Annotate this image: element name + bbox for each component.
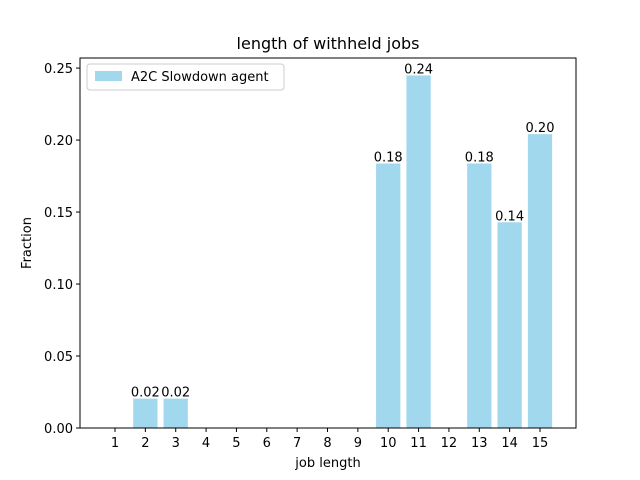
data-label-13: 0.18 — [465, 151, 494, 166]
data-labels-group: 0.02 0.02 0.18 0.24 0.18 0.14 0.20 — [131, 62, 555, 400]
bar-14 — [497, 222, 522, 428]
data-label-2: 0.02 — [131, 386, 160, 401]
y-tick-label-2: 0.10 — [44, 278, 73, 293]
x-tick-label-13: 13 — [471, 436, 488, 451]
legend-entry-label: A2C Slowdown agent — [131, 70, 269, 85]
y-tick-label-4: 0.20 — [44, 134, 73, 149]
y-tick-label-1: 0.05 — [44, 350, 73, 365]
x-tick-label-3: 3 — [172, 436, 180, 451]
bars-group — [133, 75, 553, 429]
data-label-3: 0.02 — [161, 386, 190, 401]
y-tick-label-0: 0.00 — [44, 422, 73, 437]
x-tick-label-1: 1 — [111, 436, 119, 451]
x-axis-label: job length — [294, 456, 360, 471]
x-tick-label-4: 4 — [202, 436, 210, 451]
chart-title: length of withheld jobs — [237, 34, 420, 53]
x-tick-label-8: 8 — [323, 436, 331, 451]
x-tick-label-6: 6 — [263, 436, 271, 451]
y-tick-label-3: 0.15 — [44, 206, 73, 221]
legend: A2C Slowdown agent — [86, 63, 285, 91]
bar-2 — [133, 398, 158, 428]
y-tick-label-5: 0.25 — [44, 62, 73, 77]
x-tick-label-10: 10 — [380, 436, 397, 451]
bar-11 — [406, 75, 431, 429]
legend-swatch — [95, 71, 122, 81]
x-tick-label-9: 9 — [354, 436, 362, 451]
x-axis-ticks: 1 2 3 4 5 6 7 8 9 10 11 12 13 14 15 — [111, 428, 548, 451]
bar-3 — [163, 398, 188, 428]
bar-15 — [527, 134, 553, 428]
x-tick-label-12: 12 — [441, 436, 458, 451]
bar-10 — [376, 163, 401, 429]
x-tick-label-14: 14 — [501, 436, 518, 451]
x-tick-label-5: 5 — [232, 436, 240, 451]
data-label-11: 0.24 — [404, 62, 433, 77]
x-tick-label-2: 2 — [141, 436, 149, 451]
x-tick-label-11: 11 — [410, 436, 427, 451]
x-tick-label-15: 15 — [532, 436, 549, 451]
data-label-10: 0.18 — [374, 151, 403, 166]
bar-13 — [467, 163, 492, 429]
data-label-15: 0.20 — [526, 121, 555, 136]
data-label-14: 0.14 — [495, 209, 524, 224]
y-axis-ticks: 0.00 0.05 0.10 0.15 0.20 0.25 — [44, 62, 80, 437]
x-tick-label-7: 7 — [293, 436, 301, 451]
y-axis-label: Fraction — [20, 217, 35, 269]
legend-frame — [86, 63, 285, 91]
